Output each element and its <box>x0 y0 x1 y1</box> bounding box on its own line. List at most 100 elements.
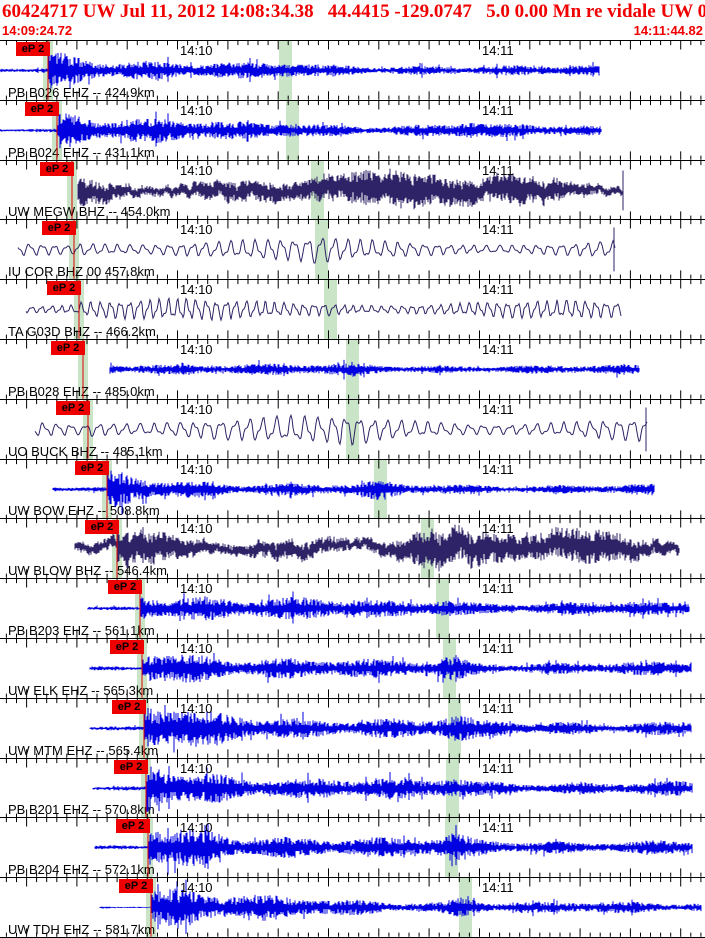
phase-pick-label: eP 2 <box>30 102 54 115</box>
phase-pick-flag[interactable]: eP 2 <box>112 699 146 714</box>
waveform-trace[interactable] <box>92 764 693 812</box>
time-label-1411: 14:11 <box>482 880 514 896</box>
seismogram-waveform[interactable] <box>0 220 705 280</box>
window-end-time: 14:11:44.82 <box>633 23 703 38</box>
phase-pick-label: eP 2 <box>115 640 139 653</box>
trace-panel: PB B203 EHZ -- 561.1km 14:10 14:11 eP 2 <box>0 578 705 638</box>
time-label-1410: 14:10 <box>180 581 213 597</box>
phase-pick-flag[interactable]: eP 2 <box>114 759 148 774</box>
station-label: UO BUCK BHZ -- 485.1km <box>8 443 163 459</box>
time-label-1411: 14:11 <box>482 640 514 656</box>
trace-panel: PB B024 EHZ -- 431.1km 14:10 14:11 eP 2 <box>0 99 705 160</box>
window-start-time: 14:09:24.72 <box>2 23 73 38</box>
trace-panel: UW BOW EHZ -- 508.8km 14:10 14:11 eP 2 <box>0 458 705 519</box>
phase-pick-label: eP 2 <box>47 222 71 235</box>
event-header-line: 60424717 UW Jul 11, 2012 14:08:34.38 44.… <box>2 1 705 22</box>
seismogram-waveform[interactable] <box>0 41 705 100</box>
seismogram-waveform[interactable] <box>0 758 705 818</box>
station-label: UW MEGW BHZ -- 454.0km <box>8 204 171 220</box>
time-tick-marks <box>5 399 702 459</box>
time-tick-marks <box>5 220 702 280</box>
phase-pick-label: eP 2 <box>61 401 85 414</box>
time-label-1410: 14:10 <box>180 640 213 656</box>
station-label: UW BLOW BHZ -- 546.4km <box>8 563 167 579</box>
time-label-1410: 14:10 <box>180 282 213 298</box>
waveform-trace[interactable] <box>94 824 693 876</box>
seismogram-waveform[interactable] <box>0 878 705 937</box>
station-label: PB B201 EHZ -- 570.8km <box>8 802 155 818</box>
waveform-trace[interactable] <box>89 704 692 753</box>
waveform-trace[interactable] <box>89 652 692 683</box>
time-label-1411: 14:11 <box>482 341 514 357</box>
seismogram-waveform[interactable] <box>0 579 705 638</box>
trace-panel: UW ELK EHZ -- 565.3km 14:10 14:11 eP 2 <box>0 637 705 698</box>
phase-pick-flag[interactable]: eP 2 <box>75 460 109 475</box>
phase-pick-flag[interactable]: eP 2 <box>116 819 150 834</box>
time-tick-marks <box>5 160 702 220</box>
phase-pick-flag[interactable]: eP 2 <box>108 580 142 595</box>
phase-pick-flag[interactable]: eP 2 <box>119 879 153 894</box>
trace-list: PB B026 EHZ -- 424.9km 14:10 14:11 eP 2 … <box>0 40 705 938</box>
waveform-trace[interactable] <box>109 359 640 380</box>
seismogram-waveform[interactable] <box>0 698 705 758</box>
time-tick-marks <box>5 519 702 579</box>
station-label: UW TDH EHZ -- 581.7km <box>8 921 156 937</box>
time-tick-marks <box>5 579 702 638</box>
s-arrival-highlight-band <box>315 220 328 280</box>
phase-pick-flag[interactable]: eP 2 <box>42 221 76 236</box>
waveform-trace[interactable] <box>52 469 655 514</box>
time-label-1411: 14:11 <box>482 401 514 417</box>
phase-pick-flag[interactable]: eP 2 <box>47 281 81 296</box>
seismogram-waveform[interactable] <box>0 339 705 399</box>
seismogram-waveform[interactable] <box>0 519 705 579</box>
s-arrival-highlight-band <box>346 399 359 459</box>
seismogram-waveform[interactable] <box>0 818 705 878</box>
seismogram-waveform[interactable] <box>0 399 705 459</box>
waveform-trace[interactable] <box>25 296 622 323</box>
trace-panel: UW MTM EHZ -- 565.4km 14:10 14:11 eP 2 <box>0 697 705 758</box>
time-label-1410: 14:10 <box>180 401 213 417</box>
phase-pick-label: eP 2 <box>113 581 137 594</box>
phase-pick-flag[interactable]: eP 2 <box>16 42 50 56</box>
waveform-trace[interactable] <box>0 52 600 89</box>
time-tick-marks <box>5 100 702 160</box>
waveform-trace[interactable] <box>34 407 648 452</box>
waveform-trace[interactable] <box>87 591 690 624</box>
time-tick-marks <box>5 878 702 937</box>
trace-panel: PB B201 EHZ -- 570.8km 14:10 14:11 eP 2 <box>0 757 705 818</box>
waveform-trace[interactable] <box>74 524 680 572</box>
phase-pick-flag[interactable]: eP 2 <box>40 161 74 176</box>
s-arrival-highlight-band <box>324 280 337 339</box>
trace-panel: PB B026 EHZ -- 424.9km 14:10 14:11 eP 2 <box>0 40 705 100</box>
time-label-1411: 14:11 <box>482 820 514 836</box>
waveform-trace[interactable] <box>77 168 624 210</box>
trace-panel: UW MEGW BHZ -- 454.0km 14:10 14:11 eP 2 <box>0 159 705 220</box>
trace-panel: IU COR BHZ 00 457.8km 14:10 14:11 eP 2 <box>0 219 705 280</box>
phase-pick-flag[interactable]: eP 2 <box>25 101 59 116</box>
trace-panel: PB B028 EHZ -- 485.0km 14:10 14:11 eP 2 <box>0 338 705 399</box>
trace-panel: UW BLOW BHZ -- 546.4km 14:10 14:11 eP 2 <box>0 518 705 579</box>
phase-pick-flag[interactable]: eP 2 <box>56 400 90 415</box>
seismogram-waveform[interactable] <box>0 459 705 519</box>
time-tick-marks <box>5 818 702 878</box>
phase-pick-flag[interactable]: eP 2 <box>110 639 144 654</box>
seismogram-waveform[interactable] <box>0 100 705 160</box>
waveform-trace[interactable] <box>17 227 616 272</box>
time-label-1410: 14:10 <box>180 162 213 178</box>
seismogram-waveform[interactable] <box>0 160 705 220</box>
seismogram-waveform[interactable] <box>0 638 705 698</box>
trace-panel: UO BUCK BHZ -- 485.1km 14:10 14:11 eP 2 <box>0 398 705 459</box>
phase-pick-flag[interactable]: eP 2 <box>51 340 85 355</box>
phase-pick-label: eP 2 <box>119 760 143 773</box>
phase-pick-label: eP 2 <box>52 282 76 295</box>
waveform-trace[interactable] <box>99 879 702 935</box>
seismogram-waveform[interactable] <box>0 280 705 339</box>
time-tick-marks <box>5 339 702 399</box>
phase-pick-label: eP 2 <box>80 461 104 474</box>
phase-pick-label: eP 2 <box>117 700 141 713</box>
station-label: UW ELK EHZ -- 565.3km <box>8 682 154 698</box>
time-label-1411: 14:11 <box>482 282 514 298</box>
waveform-trace[interactable] <box>0 111 602 149</box>
phase-pick-flag[interactable]: eP 2 <box>85 520 119 535</box>
